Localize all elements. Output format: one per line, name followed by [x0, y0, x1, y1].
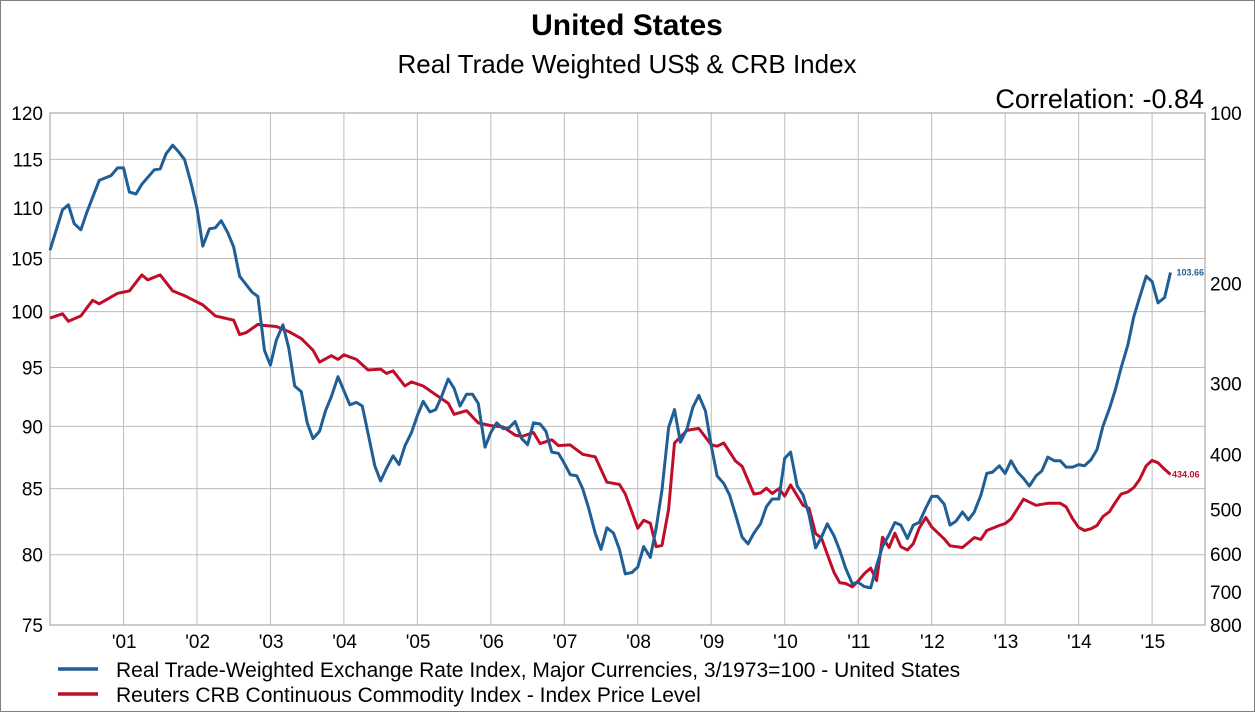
- x-tick-label: '04: [332, 632, 357, 653]
- right-tick-label: 100: [1210, 104, 1242, 125]
- end-value-label: 434.06: [1172, 469, 1200, 479]
- legend-label-crb: Reuters CRB Continuous Commodity Index -…: [116, 684, 701, 707]
- series-line: [49, 273, 1172, 589]
- series-line: [48, 143, 1172, 590]
- x-tick-label: '09: [700, 632, 725, 653]
- x-tick-label: '02: [185, 632, 210, 653]
- legend-label-usd: Real Trade-Weighted Exchange Rate Index,…: [116, 659, 960, 682]
- left-tick-label: 75: [22, 616, 43, 637]
- right-tick-label: 600: [1210, 545, 1242, 566]
- left-tick-label: 110: [13, 199, 43, 220]
- right-axis: 100 200 300 400 500 600 700 800: [1210, 104, 1242, 637]
- end-value-label: 103.66: [1176, 267, 1204, 277]
- right-tick-label: 500: [1210, 500, 1242, 521]
- left-axis: 75 80 85 90 95 100 105 110 115 120: [11, 104, 43, 637]
- x-tick-label: '08: [626, 632, 651, 653]
- right-tick-label: 200: [1210, 275, 1242, 296]
- left-tick-label: 80: [22, 546, 43, 567]
- x-tick-label: '07: [553, 632, 578, 653]
- x-tick-label: '14: [1067, 632, 1092, 653]
- gridlines: [50, 112, 1205, 626]
- left-tick-label: 120: [11, 104, 43, 125]
- x-tick-label: '01: [112, 632, 137, 653]
- x-tick-label: '11: [847, 632, 870, 653]
- left-tick-label: 85: [22, 480, 43, 501]
- x-axis: '01 '02 '03 '04 '05 '06 '07 '08 '09 '10 '11 '12 '13 '…: [112, 632, 1165, 653]
- chart-subtitle: Real Trade Weighted US$ & CRB Index: [397, 49, 856, 79]
- x-tick-label: '12: [920, 632, 945, 653]
- correlation-annotation: Correlation: -0.84: [995, 84, 1204, 114]
- left-tick-label: 100: [11, 303, 43, 324]
- x-tick-label: '13: [994, 632, 1019, 653]
- right-tick-label: 700: [1210, 583, 1242, 604]
- left-tick-label: 95: [22, 358, 43, 379]
- chart-title: United States: [531, 9, 723, 42]
- right-tick-label: 400: [1210, 445, 1242, 466]
- left-tick-label: 90: [22, 417, 43, 438]
- left-tick-label: 115: [13, 150, 43, 171]
- series-layer: 434.06 103.66: [48, 143, 1204, 590]
- plot-area-border: [49, 112, 1206, 626]
- left-tick-label: 105: [11, 249, 43, 270]
- x-tick-label: '10: [773, 632, 798, 653]
- right-tick-label: 300: [1210, 375, 1242, 396]
- x-tick-label: '06: [479, 632, 504, 653]
- right-tick-label: 800: [1210, 616, 1242, 637]
- x-tick-label: '15: [1140, 632, 1165, 653]
- x-tick-label: '05: [406, 632, 431, 653]
- x-tick-label: '03: [259, 632, 284, 653]
